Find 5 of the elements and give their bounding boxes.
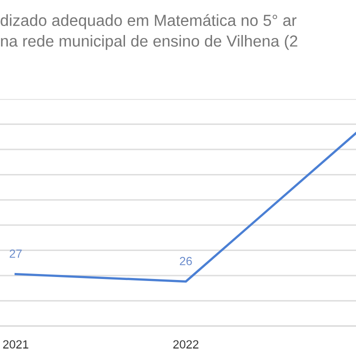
x-tick-label: 2021 — [3, 340, 28, 349]
x-tick-label: 2022 — [173, 340, 198, 349]
chart-title: dizado adequado em Matemática no 5° ar na rede municipal de ensino de Vilhena (2 — [0, 14, 298, 50]
data-label: 27 — [10, 249, 22, 258]
data-label: 26 — [180, 256, 192, 266]
